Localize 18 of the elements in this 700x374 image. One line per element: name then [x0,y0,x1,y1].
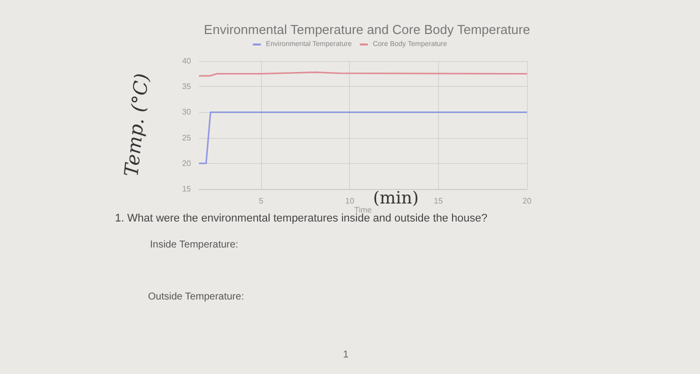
y-tick-label: 30 [182,108,192,117]
y-tick-label: 25 [182,133,192,142]
x-tick-label: 20 [522,196,532,206]
text: Outside Temperature: [148,292,244,302]
y-tick-label: 40 [182,56,192,66]
chart-title: Environmental Temperature and Core Body Temperature [204,22,530,37]
x-tick-label: 15 [434,196,444,206]
text: 1 [343,350,349,360]
y-tick-label: 35 [182,82,192,92]
y-axis-title: Temp. (°C) [120,72,154,178]
annotation: (min) [373,188,419,208]
y-tick-label: 15 [182,184,192,194]
x-axis-title: Time [354,205,372,214]
text: Inside Temperature: [150,240,238,250]
y-tick-label: 20 [182,158,192,168]
x-tick-label: 10 [345,196,355,206]
text: 1. What were the environmental temperatures inside and outside the house? [115,212,488,224]
x-tick-label: 5 [258,196,264,206]
